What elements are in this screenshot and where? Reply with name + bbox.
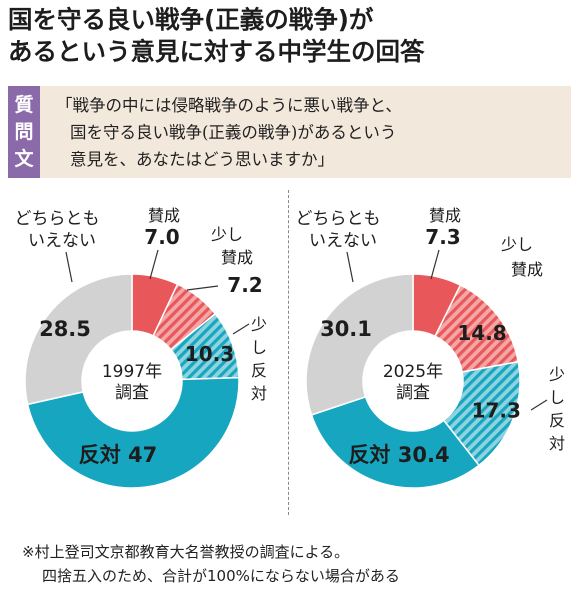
neutral-label-1: どちらとも [296, 209, 381, 229]
agree-leader-line [430, 249, 440, 280]
question-line-3: 意見を、あなたはどう思いますか」 [70, 150, 334, 169]
somewhat-oppose-label-1: 少 [549, 365, 565, 384]
oppose-value: 反対 47 [79, 443, 158, 467]
somewhat-oppose-label-3: 反 [549, 411, 565, 430]
question-text: 「戦争の中には侵略戦争のように悪い戦争と、 国を守る良い戦争(正義の戦争)がある… [56, 92, 568, 173]
neutral-leader-line [65, 251, 73, 283]
somewhat-agree-value: 7.2 [227, 273, 262, 297]
title-line-2: あるという意見に対する中学生の回答 [8, 37, 425, 66]
somewhat-oppose-label-2: し [549, 388, 565, 407]
slice-neutral [305, 273, 414, 416]
somewhat-oppose-label-3: 反 [251, 361, 267, 380]
question-label: 質 問 文 [8, 86, 40, 178]
footnote: ※村上登司文京都教育大名誉教授の調査による。 四捨五入のため、合計が100%にな… [22, 540, 572, 588]
somewhat-oppose-value: 10.3 [185, 342, 234, 366]
chart-divider [288, 190, 289, 515]
center-label-year: 2025年 [383, 362, 443, 382]
question-line-2: 国を守る良い戦争(正義の戦争)があるという [70, 123, 397, 142]
somewhat-oppose-label-4: 対 [549, 434, 565, 453]
somewhat-agree-label-2: 賛成 [221, 248, 253, 267]
somewhat-oppose-value: 17.3 [472, 399, 521, 423]
center-label-survey: 調査 [396, 383, 430, 403]
center-label-year: 1997年 [102, 362, 162, 382]
neutral-label-1: どちらとも [15, 209, 100, 229]
chart-title: 国を守る良い戦争(正義の戦争)が あるという意見に対する中学生の回答 [8, 4, 573, 68]
slice-neutral [24, 273, 133, 406]
somewhat-oppose-label-1: 少 [251, 315, 267, 334]
neutral-value: 28.5 [39, 317, 91, 341]
question-box [8, 86, 571, 178]
agree-label: 賛成 [429, 206, 461, 225]
footnote-line-2: 四捨五入のため、合計が100%にならない場合がある [42, 567, 400, 585]
slice-oppose [26, 376, 240, 489]
somewhat-agree-label-1: 少し [501, 235, 533, 254]
agree-leader-line [149, 249, 159, 280]
agree-value: 7.3 [425, 225, 460, 249]
neutral-value: 30.1 [320, 317, 372, 341]
question-label-char-3: 文 [14, 147, 34, 170]
neutral-label-2: いえない [28, 231, 96, 251]
somewhat-oppose-leader-line [232, 323, 250, 335]
somewhat-oppose-label-4: 対 [251, 384, 267, 403]
center-label-survey: 調査 [115, 383, 149, 403]
agree-label: 賛成 [148, 206, 180, 225]
footnote-line-1: ※村上登司文京都教育大名誉教授の調査による。 [22, 543, 350, 561]
neutral-leader-line [346, 251, 354, 283]
somewhat-agree-leader-line [186, 285, 219, 291]
slice-oppose [310, 395, 480, 489]
question-label-char-2: 問 [14, 120, 34, 143]
title-line-1: 国を守る良い戦争(正義の戦争)が [8, 5, 374, 34]
somewhat-agree-label-1: 少し [211, 225, 243, 244]
somewhat-oppose-label-2: し [251, 338, 267, 357]
somewhat-agree-label-2: 賛成 [511, 260, 543, 279]
question-label-char-1: 質 [14, 93, 34, 116]
agree-value: 7.0 [144, 225, 179, 249]
question-line-1: 「戦争の中には侵略戦争のように悪い戦争と、 [56, 96, 402, 115]
somewhat-oppose-leader-line [530, 399, 548, 411]
oppose-value: 反対 30.4 [348, 443, 449, 467]
somewhat-agree-value: 14.8 [457, 321, 506, 345]
neutral-label-2: いえない [309, 231, 377, 251]
